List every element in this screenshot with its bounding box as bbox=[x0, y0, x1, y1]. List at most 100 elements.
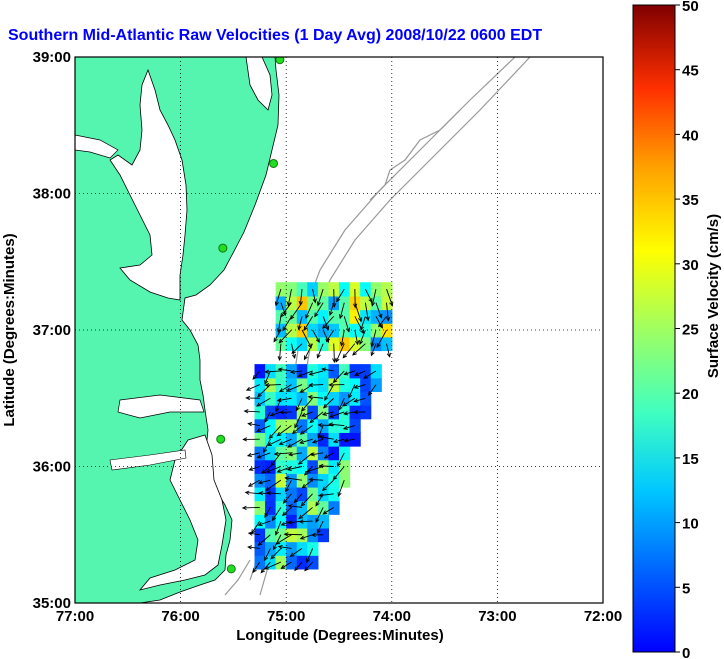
velocity-arrow-head bbox=[305, 314, 310, 320]
colorbar-label: Surface Velocity (cm/s) bbox=[705, 214, 722, 378]
velocity-cell bbox=[286, 527, 298, 543]
velocity-arrow bbox=[304, 343, 313, 360]
velocity-arrow bbox=[299, 289, 303, 305]
velocity-arrow bbox=[290, 548, 303, 557]
river bbox=[109, 449, 187, 471]
velocity-cell bbox=[317, 405, 330, 420]
velocity-arrow-head bbox=[353, 398, 359, 403]
velocity-arrow bbox=[261, 466, 271, 474]
velocity-arrow bbox=[283, 493, 292, 504]
velocity-arrow-head bbox=[295, 406, 300, 412]
velocity-arrow-head bbox=[333, 438, 339, 444]
velocity-cell bbox=[296, 446, 308, 461]
velocity-arrow bbox=[324, 384, 335, 401]
velocity-arrow bbox=[322, 368, 334, 372]
velocity-arrow-head bbox=[264, 382, 270, 388]
velocity-arrow bbox=[301, 397, 313, 412]
velocity-arrow bbox=[249, 466, 260, 471]
velocity-arrow-head bbox=[338, 314, 344, 320]
velocity-arrow-head bbox=[245, 395, 251, 401]
velocity-arrow-head bbox=[358, 317, 363, 323]
velocity-arrow bbox=[301, 329, 312, 348]
velocity-arrow-head bbox=[389, 301, 394, 307]
velocity-arrow-head bbox=[301, 483, 307, 489]
velocity-arrow bbox=[248, 423, 260, 426]
velocity-arrow-head bbox=[264, 556, 269, 562]
velocity-arrow-head bbox=[257, 521, 263, 527]
station-marker bbox=[269, 158, 279, 168]
velocity-arrow-head bbox=[316, 529, 321, 535]
velocity-arrow bbox=[309, 370, 324, 375]
velocity-arrow-head bbox=[386, 352, 391, 358]
velocity-arrow-head bbox=[265, 468, 271, 473]
x-tick-label: 76:00 bbox=[161, 608, 199, 625]
velocity-cell bbox=[317, 364, 330, 379]
velocity-arrow bbox=[339, 302, 345, 319]
velocity-arrow bbox=[354, 384, 366, 389]
velocity-arrow-head bbox=[303, 355, 308, 361]
velocity-arrow bbox=[368, 384, 377, 396]
velocity-cell bbox=[370, 364, 382, 379]
velocity-arrow-head bbox=[353, 303, 358, 309]
velocity-cell bbox=[265, 459, 277, 474]
velocity-arrow bbox=[272, 507, 282, 521]
x-tick-labels: 77:00 76:00 75:00 74:00 73:00 72:00 bbox=[56, 608, 622, 625]
velocity-cell bbox=[286, 391, 298, 406]
velocity-arrow bbox=[359, 329, 366, 345]
velocity-arrow-head bbox=[304, 566, 309, 572]
velocity-cell bbox=[286, 555, 298, 570]
velocity-arrow-head bbox=[343, 438, 349, 443]
velocity-arrow-head bbox=[285, 487, 290, 493]
velocity-arrow-head bbox=[286, 301, 292, 307]
colorbar-tick-label: 25 bbox=[682, 322, 699, 339]
velocity-arrow bbox=[323, 397, 335, 409]
velocity-arrow bbox=[294, 493, 303, 503]
velocity-arrow bbox=[343, 425, 355, 430]
velocity-arrow bbox=[329, 423, 345, 426]
velocity-cell bbox=[307, 514, 319, 529]
velocity-arrow-head bbox=[299, 439, 305, 445]
velocity-arrow-head bbox=[265, 486, 271, 491]
velocity-arrow bbox=[290, 302, 303, 320]
velocity-arrow bbox=[371, 329, 377, 347]
velocity-arrow bbox=[335, 343, 345, 363]
velocity-arrow-head bbox=[321, 367, 327, 372]
velocity-arrow-head bbox=[353, 409, 359, 415]
velocity-arrow-head bbox=[306, 558, 311, 564]
velocity-arrow bbox=[248, 479, 261, 487]
velocity-arrow-head bbox=[288, 452, 294, 457]
velocity-cell bbox=[254, 446, 266, 461]
velocity-arrow-head bbox=[297, 373, 303, 378]
velocity-arrow-head bbox=[321, 486, 327, 492]
inlet bbox=[75, 134, 119, 159]
velocity-arrow bbox=[309, 384, 324, 386]
velocity-arrow bbox=[244, 410, 260, 413]
velocity-arrow-head bbox=[287, 443, 293, 448]
velocity-arrow-head bbox=[287, 520, 293, 525]
velocity-arrow bbox=[248, 546, 260, 549]
velocity-arrow bbox=[302, 479, 313, 489]
plot-area: 77:00 76:00 75:00 74:00 73:00 72:00 39:00 38:0… bbox=[33, 49, 623, 625]
velocity-arrow-head bbox=[263, 448, 268, 454]
velocity-arrow-head bbox=[322, 324, 327, 329]
velocity-cell bbox=[254, 377, 266, 393]
station-marker bbox=[218, 243, 228, 253]
velocity-arrow bbox=[257, 452, 271, 459]
velocity-arrow-head bbox=[252, 375, 257, 380]
velocity-arrow bbox=[290, 370, 303, 373]
velocity-arrow bbox=[260, 561, 271, 573]
velocity-arrow bbox=[322, 316, 329, 330]
velocity-arrow-head bbox=[368, 391, 373, 397]
velocity-arrow-head bbox=[338, 405, 343, 411]
velocity-cell bbox=[339, 377, 351, 393]
velocity-arrow bbox=[267, 438, 282, 446]
velocity-arrow bbox=[306, 466, 324, 473]
velocity-arrow bbox=[277, 466, 292, 473]
y-tick-label: 38:00 bbox=[33, 186, 71, 203]
velocity-arrow bbox=[322, 479, 335, 491]
velocity-arrow-head bbox=[299, 535, 305, 540]
velocity-arrow bbox=[287, 288, 292, 306]
velocity-arrow bbox=[338, 398, 345, 411]
velocity-arrow-head bbox=[294, 423, 299, 429]
